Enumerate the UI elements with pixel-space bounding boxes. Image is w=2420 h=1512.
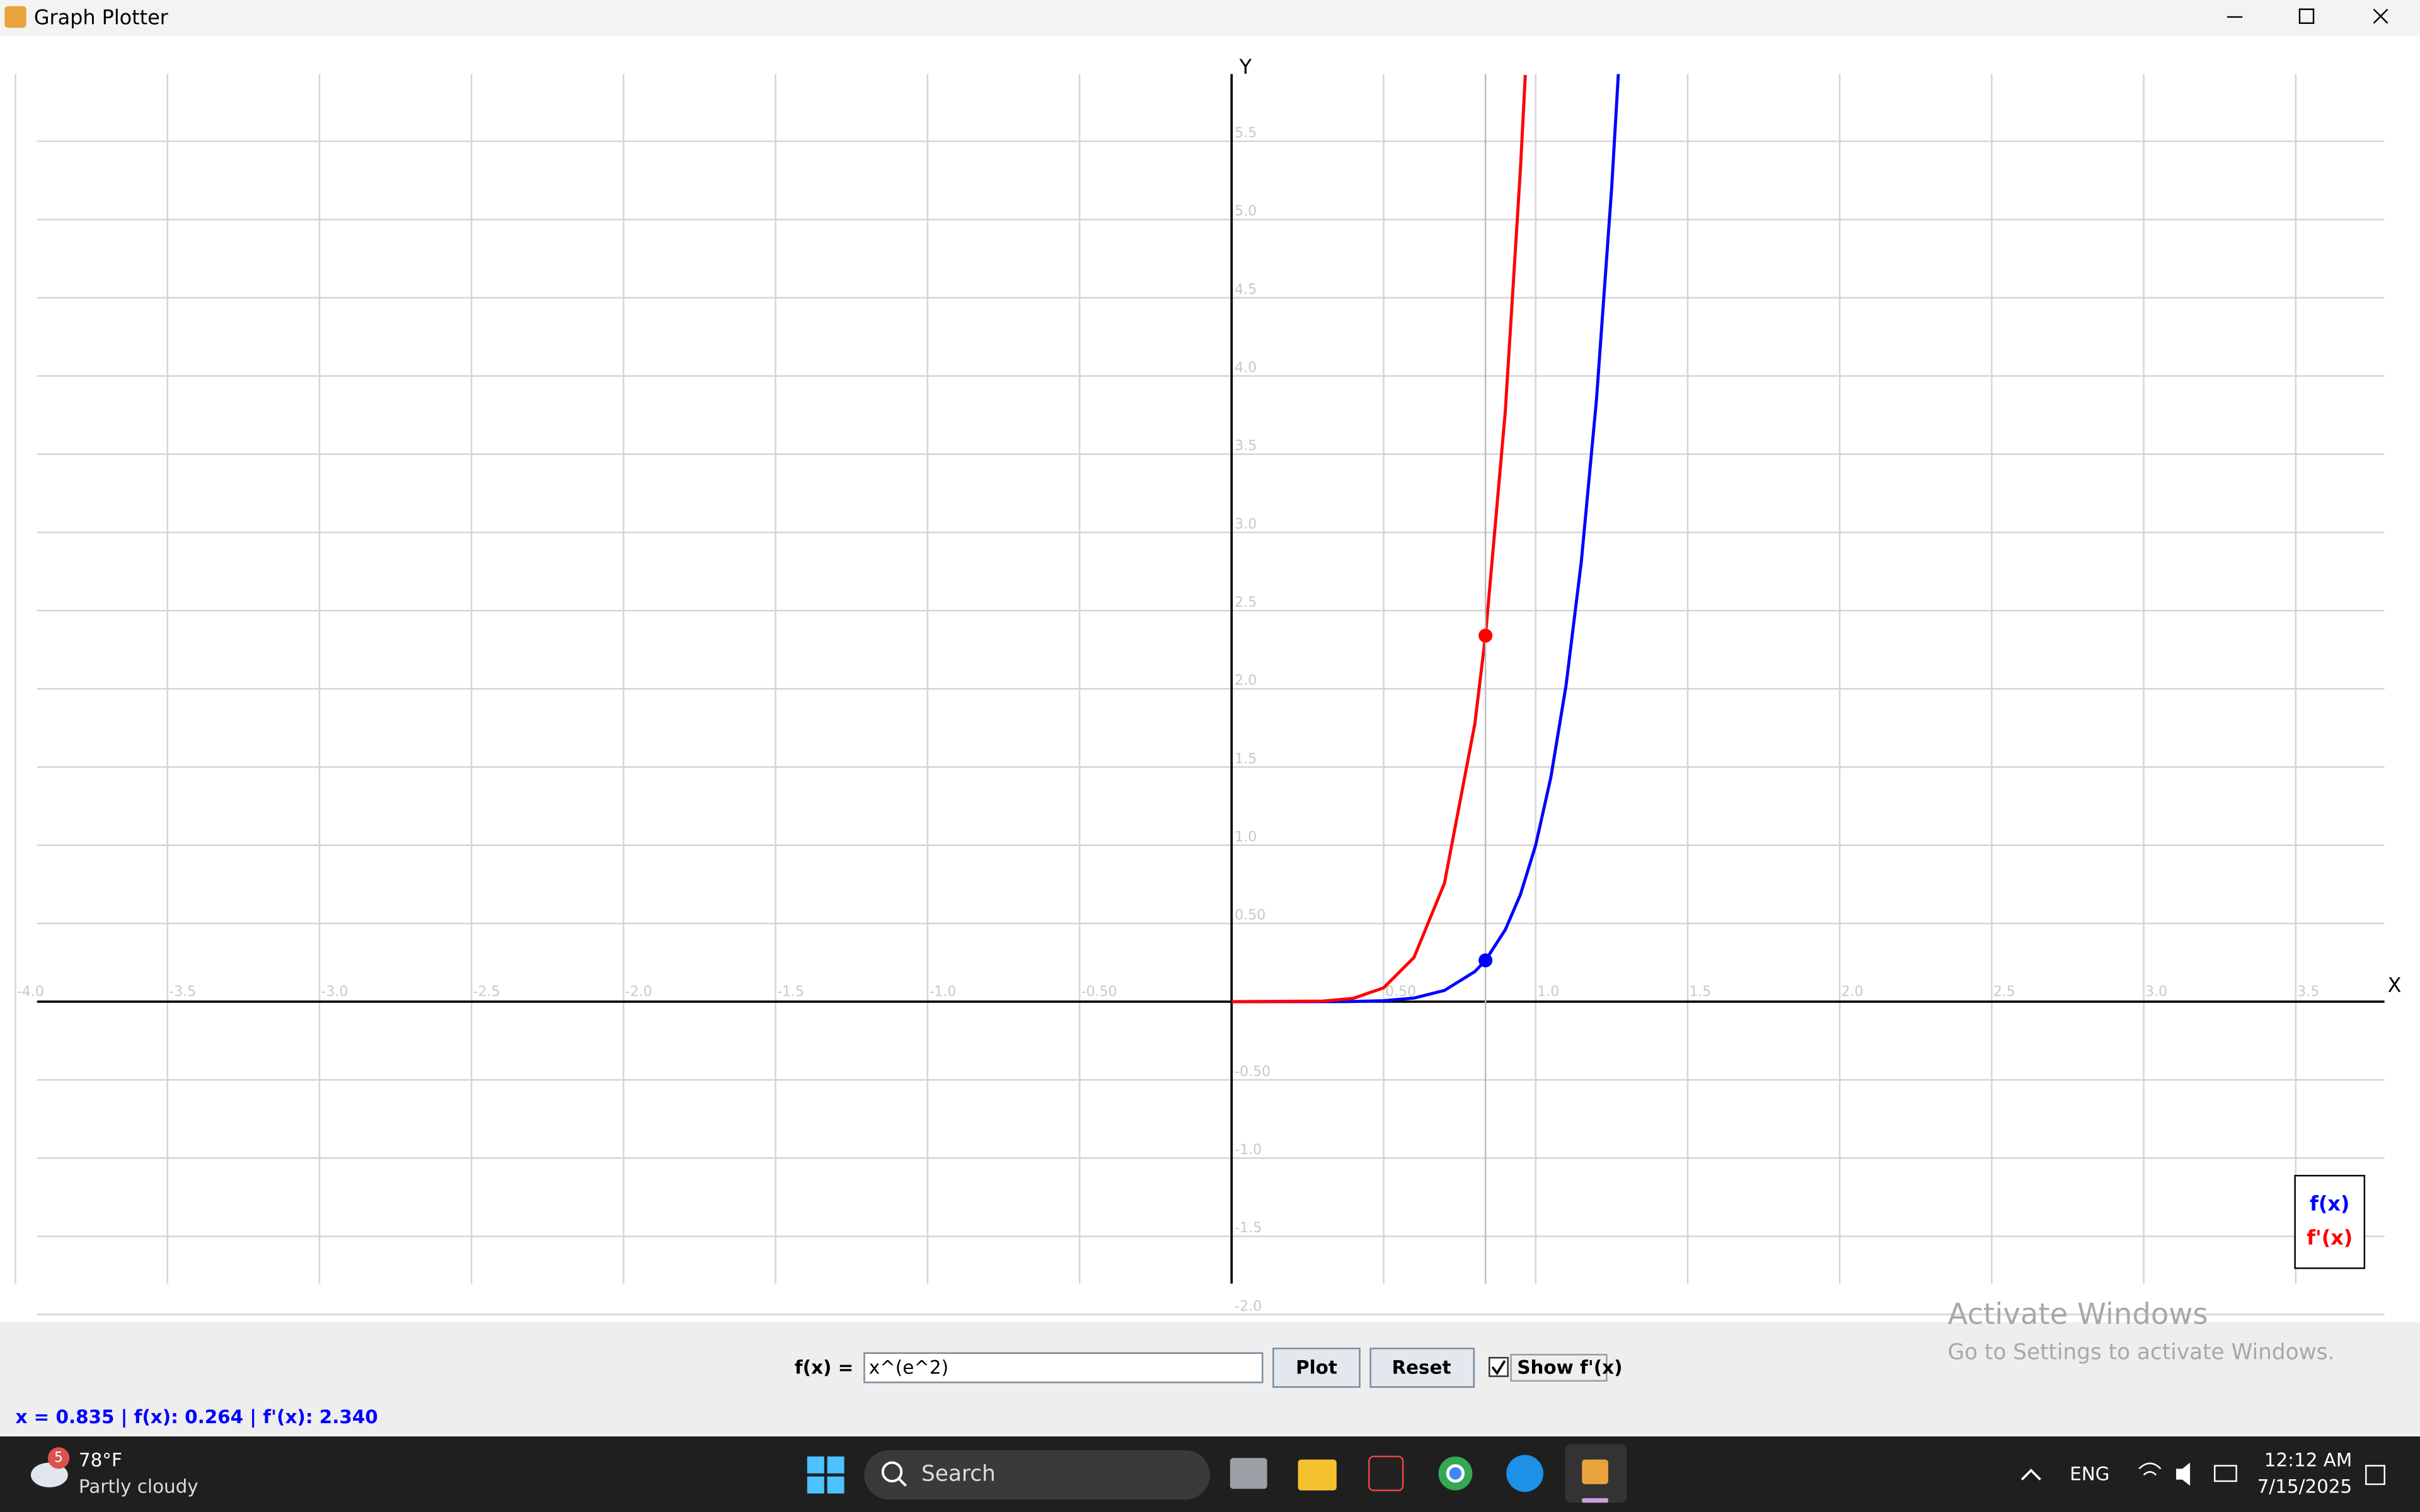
legend-box [2294, 1174, 2366, 1269]
window-title: Graph Plotter [34, 5, 169, 29]
docker[interactable] [1506, 1455, 1543, 1492]
y-tick-label: -1.0 [1235, 1142, 1262, 1158]
checkmark [1491, 1360, 1506, 1375]
y-tick-label: 0.50 [1235, 908, 1265, 924]
checkbox-focus [1510, 1353, 1608, 1382]
reset-button-text: Reset [1392, 1357, 1451, 1378]
y-tick-label: -2.0 [1235, 1298, 1262, 1314]
reset-button[interactable] [1369, 1348, 1475, 1388]
x-tick-label: -3.0 [321, 984, 348, 1000]
x-tick-label: 2.5 [1993, 984, 2015, 1000]
series-line [1231, 74, 1527, 1004]
status-text: x = 0.835 | f(x): 0.264 | f'(x): 2.340 [15, 1406, 377, 1428]
y-tick-label: 3.5 [1235, 438, 1257, 454]
y-tick-label: -0.50 [1235, 1064, 1270, 1080]
java-icon [1582, 1459, 1608, 1484]
weather-badge-text: 5 [54, 1450, 63, 1465]
taskbar [0, 1436, 2420, 1512]
clock-date[interactable]: 7/15/2025 [2257, 1475, 2353, 1497]
x-tick-label: 1.5 [1689, 984, 1711, 1000]
x-tick-label: -2.0 [625, 984, 652, 1000]
x-axis-label: X [2388, 973, 2402, 997]
search-icon [897, 1477, 907, 1487]
x-tick-label: -2.5 [473, 984, 500, 1000]
active-indicator [1582, 1498, 1608, 1503]
task-view[interactable] [1230, 1458, 1267, 1489]
plot-button-text: Plot [1296, 1357, 1337, 1378]
weather-badge [47, 1447, 70, 1469]
x-tick-label: -4.0 [17, 984, 44, 1000]
chrome-center [1446, 1464, 1465, 1483]
title-bar [0, 0, 2420, 36]
y-tick-label: 1.5 [1235, 751, 1257, 767]
notifications[interactable] [2365, 1465, 2385, 1486]
search-icon [881, 1461, 903, 1482]
start-tile [807, 1476, 824, 1494]
y-axis-label: Y [1239, 55, 1252, 79]
search-box[interactable] [864, 1450, 1210, 1500]
watermark-subtitle: Go to Settings to activate Windows. [1948, 1339, 2335, 1365]
start-tile [807, 1456, 824, 1474]
legend-entry: f(x) [2310, 1192, 2349, 1216]
derivative-checkbox[interactable] [1489, 1356, 1509, 1377]
y-tick-label: 2.0 [1235, 673, 1257, 689]
search-text: Search [921, 1462, 996, 1487]
cursor-point [1478, 628, 1493, 643]
battery-icon[interactable] [2214, 1465, 2237, 1482]
y-tick-label: 4.0 [1235, 360, 1257, 376]
function-label: f(x) = [795, 1357, 853, 1378]
clock-time[interactable]: 12:12 AM [2264, 1450, 2352, 1471]
file-explorer[interactable] [1298, 1459, 1337, 1491]
x-tick-label: 3.0 [2145, 984, 2167, 1000]
derivative-checkbox-label: Show f'(x) [1517, 1357, 1622, 1378]
restore-button[interactable] [2298, 8, 2315, 24]
x-tick-label: 3.5 [2297, 984, 2319, 1000]
function-input[interactable] [863, 1352, 1264, 1383]
temperature: 78°F [79, 1450, 122, 1471]
function-input-text: x^(e^2) [869, 1357, 948, 1378]
x-tick-label: 1.0 [1537, 984, 1559, 1000]
watermark-title: Activate Windows [1948, 1297, 2208, 1331]
volume-icon[interactable] [2176, 1462, 2191, 1486]
y-tick-label: 5.0 [1235, 203, 1257, 219]
x-tick-label: -0.50 [1081, 984, 1117, 1000]
y-tick-label: 4.5 [1235, 282, 1257, 297]
intellij[interactable] [1368, 1455, 1404, 1491]
plot-button[interactable] [1272, 1348, 1361, 1388]
cursor-point [1478, 953, 1493, 968]
weather-condition: Partly cloudy [79, 1475, 199, 1497]
x-tick-label: -1.0 [929, 984, 956, 1000]
x-tick-label: 2.0 [1841, 984, 1864, 1000]
app-icon [4, 6, 26, 28]
language[interactable]: ENG [2070, 1463, 2109, 1485]
y-tick-label: 3.0 [1235, 517, 1257, 532]
close-button[interactable] [2373, 8, 2388, 24]
y-tick-label: -1.5 [1235, 1220, 1262, 1236]
y-tick-label: 5.5 [1235, 125, 1257, 141]
y-tick-label: 2.5 [1235, 595, 1257, 610]
legend-entry: f'(x) [2307, 1226, 2353, 1250]
y-tick-label: 1.0 [1235, 829, 1257, 845]
x-tick-label: -1.5 [777, 984, 804, 1000]
tray-chevron[interactable] [2020, 1469, 2041, 1480]
plot-area: -4.0 -3.5 -3.0 -2.5 -2.0 -1.5 -1.0 -0.50 0.50 1.0… [14, 55, 2402, 1315]
x-tick-label: -3.5 [169, 984, 196, 1000]
start-tile [827, 1476, 844, 1494]
wifi-icon[interactable] [2138, 1462, 2162, 1476]
start-tile [827, 1456, 844, 1474]
series-line [1231, 74, 1620, 1004]
start-button[interactable] [807, 1456, 844, 1494]
